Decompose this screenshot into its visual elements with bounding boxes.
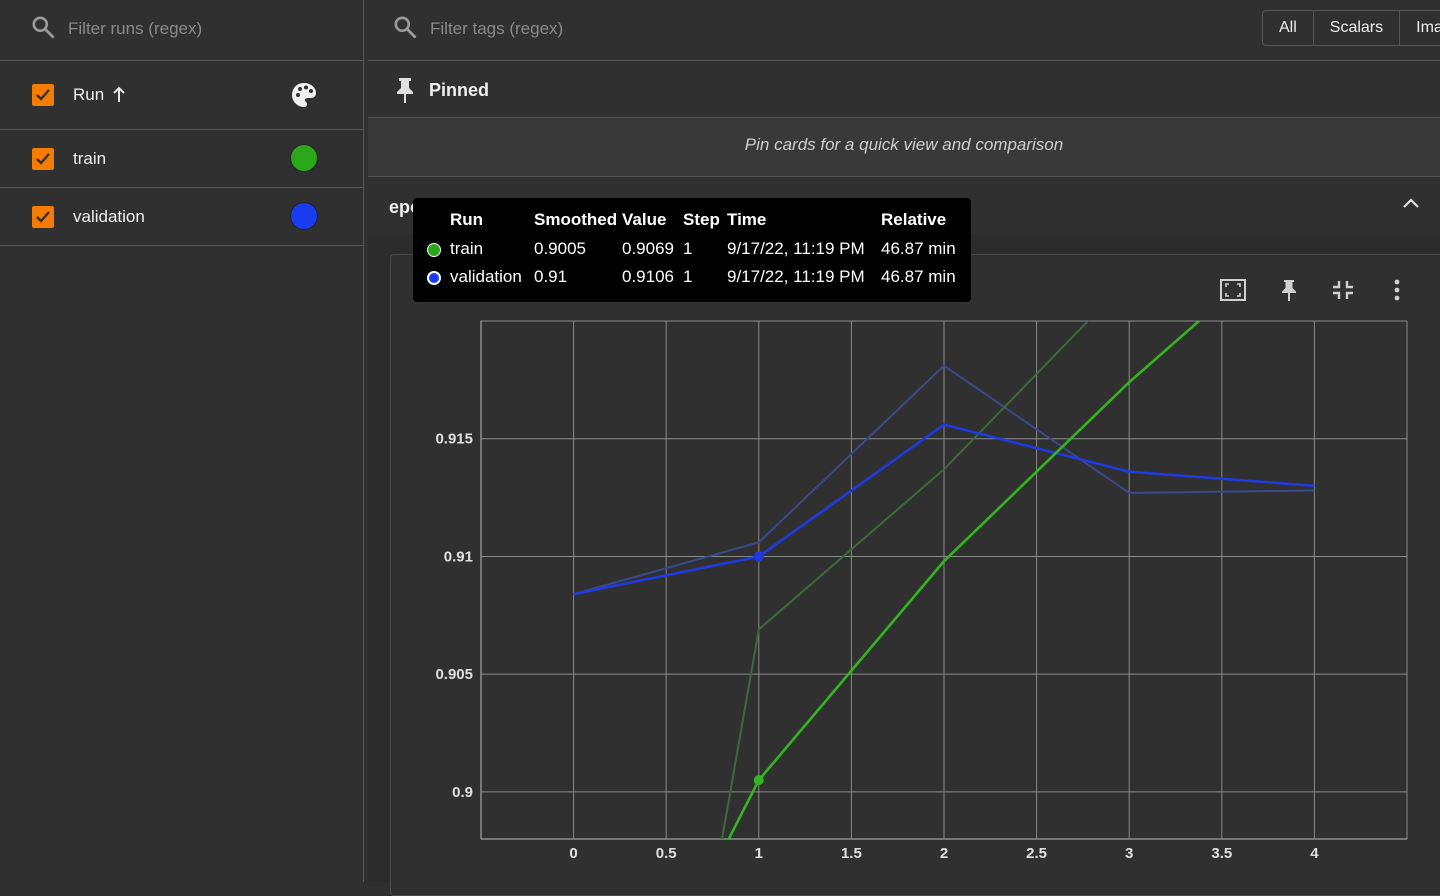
x-tick-label: 1 <box>755 845 763 862</box>
run-color-swatch-train[interactable] <box>290 144 318 172</box>
run-checkbox-train[interactable] <box>32 148 54 170</box>
checkmark-icon <box>36 153 50 165</box>
arrow-up-icon[interactable] <box>112 85 126 103</box>
x-tick-label: 3 <box>1125 845 1133 862</box>
tooltip-step-train: 1 <box>683 239 693 258</box>
hover-point-train <box>753 775 764 786</box>
tooltip-time-validation: 9/17/22, 11:19 PM <box>727 267 865 286</box>
tooltip-header-relative: Relative <box>881 210 947 229</box>
y-tick-label: 0.915 <box>435 431 473 448</box>
y-tick-label: 0.91 <box>444 548 473 565</box>
fit-domain-icon[interactable] <box>1219 276 1247 304</box>
tooltip-header-run: Run <box>450 210 484 229</box>
run-column-header[interactable]: Run <box>73 85 105 104</box>
search-icon <box>394 16 417 39</box>
main-dashboard: All Scalars Ima Pinned Pin cards for a q… <box>368 0 1440 896</box>
checkmark-icon <box>36 89 50 101</box>
x-tick-label: 0 <box>569 845 577 862</box>
y-tick-label: 0.905 <box>435 666 473 683</box>
tooltip-relative-train: 46.87 min <box>881 239 956 258</box>
tag-filter-bar: All Scalars Ima <box>368 0 1440 61</box>
run-row-train[interactable]: train <box>0 130 363 188</box>
tooltip-value-train: 0.9069 <box>622 239 674 258</box>
select-all-checkbox[interactable] <box>32 84 54 106</box>
tooltip-header-time: Time <box>727 210 767 229</box>
run-color-swatch-validation[interactable] <box>290 202 318 230</box>
chart-tooltip: Run Smoothed Value Step Time Relative tr… <box>413 198 971 302</box>
runs-filter-row <box>0 0 363 61</box>
y-tick-label: 0.9 <box>452 784 473 801</box>
tooltip-header-smoothed: Smoothed <box>534 210 618 229</box>
tooltip-color-dot-validation <box>427 271 441 285</box>
search-icon <box>32 16 55 39</box>
pinned-title: Pinned <box>429 80 490 100</box>
pinned-empty-area: Pin cards for a quick view and compariso… <box>368 118 1440 177</box>
tooltip-smoothed-validation: 0.91 <box>534 267 568 286</box>
tab-all[interactable]: All <box>1263 11 1314 45</box>
hover-point-validation <box>753 551 764 562</box>
run-row-validation[interactable]: validation <box>0 188 363 246</box>
series-line-validation-raw <box>573 364 1315 596</box>
minimize-icon[interactable] <box>1329 276 1357 304</box>
x-tick-label: 3.5 <box>1211 845 1232 862</box>
tooltip-header-value: Value <box>622 210 667 229</box>
tooltip-run-train: train <box>450 239 484 258</box>
series-line-train-smoothed <box>727 321 1201 839</box>
tooltip-time-train: 9/17/22, 11:19 PM <box>727 239 865 258</box>
tooltip-header-step: Step <box>683 210 720 229</box>
chevron-up-icon[interactable] <box>1400 193 1422 215</box>
tooltip-value-validation: 0.9106 <box>622 267 674 286</box>
x-tick-label: 1.5 <box>841 845 862 862</box>
x-tick-label: 4 <box>1310 845 1319 862</box>
more-vert-icon[interactable] <box>1383 276 1411 304</box>
x-tick-label: 2.5 <box>1026 845 1047 862</box>
run-checkbox-validation[interactable] <box>32 206 54 228</box>
palette-icon[interactable] <box>290 81 318 109</box>
series-line-train-raw <box>720 321 1090 839</box>
run-label-validation: validation <box>73 207 145 226</box>
pinned-section-header: Pinned <box>368 61 1440 118</box>
tooltip-color-dot-train <box>427 243 441 257</box>
x-tick-label: 0.5 <box>656 845 677 862</box>
tab-images[interactable]: Ima <box>1416 19 1440 36</box>
runs-panel: Run train validation <box>0 0 364 882</box>
plugin-type-toggle: All Scalars Ima <box>1262 10 1440 46</box>
tab-scalars[interactable]: Scalars <box>1314 11 1401 45</box>
pin-card-icon[interactable] <box>1275 276 1303 304</box>
tooltip-relative-validation: 46.87 min <box>881 267 956 286</box>
tooltip-run-validation: validation <box>450 267 522 286</box>
checkmark-icon <box>36 211 50 223</box>
tags-filter-input[interactable] <box>428 14 932 44</box>
x-tick-label: 2 <box>940 845 948 862</box>
scalar-chart-card: epoch_accuracy 00.511.522.533.540.90.905… <box>390 254 1440 896</box>
line-chart[interactable]: 0 0.5 1 1.5 2 2.5 3 3.5 4 0.9 0.905 0.91 0.915 <box>391 255 1440 885</box>
runs-filter-input[interactable] <box>66 14 350 44</box>
tooltip-smoothed-train: 0.9005 <box>534 239 586 258</box>
pin-icon <box>397 78 413 103</box>
tooltip-step-validation: 1 <box>683 267 693 286</box>
series-line-validation-smoothed <box>573 423 1315 596</box>
pinned-empty-message: Pin cards for a quick view and compariso… <box>744 135 1064 154</box>
run-label-train: train <box>73 149 107 168</box>
runs-header-row: Run <box>0 61 363 130</box>
